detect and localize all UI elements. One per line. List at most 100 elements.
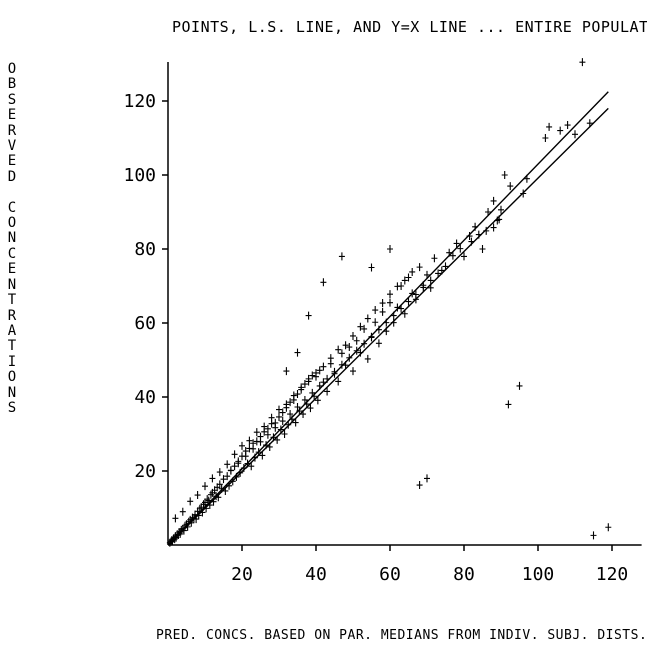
data-point	[483, 226, 490, 235]
data-point	[277, 425, 284, 434]
data-point	[224, 460, 231, 469]
data-point	[383, 318, 390, 327]
data-point	[472, 222, 479, 231]
y-tick-label: 20	[134, 461, 156, 482]
x-tick-label: 80	[453, 564, 475, 585]
data-point	[372, 306, 379, 315]
data-point	[461, 252, 467, 261]
data-point	[342, 341, 349, 350]
data-point	[248, 462, 255, 471]
data-point	[320, 378, 327, 387]
data-point	[379, 307, 386, 316]
data-point	[466, 232, 473, 241]
data-point	[353, 336, 360, 345]
data-point	[424, 270, 430, 279]
data-point	[235, 459, 242, 468]
data-point	[251, 453, 258, 462]
data-point	[177, 529, 184, 538]
data-point	[335, 345, 342, 354]
data-point	[361, 339, 368, 348]
data-point	[387, 245, 393, 253]
least-squares-line	[167, 91, 609, 546]
data-point	[387, 290, 393, 299]
data-point	[237, 468, 244, 477]
data-point	[424, 474, 430, 483]
data-point	[379, 299, 386, 308]
data-point	[416, 263, 423, 272]
data-point	[305, 374, 312, 383]
axes	[167, 62, 642, 546]
data-point	[288, 415, 295, 424]
data-point	[405, 273, 412, 282]
data-point	[240, 464, 247, 473]
data-point	[274, 435, 281, 444]
data-point	[320, 362, 327, 371]
data-point	[285, 420, 292, 429]
data-point	[313, 372, 319, 381]
data-point	[364, 314, 371, 323]
data-points	[167, 58, 612, 547]
data-point	[338, 349, 345, 358]
data-point	[266, 442, 273, 451]
data-point	[242, 452, 249, 461]
y-tick-label: 80	[134, 239, 156, 260]
data-point	[180, 526, 187, 535]
data-point	[193, 515, 200, 524]
data-point	[246, 436, 253, 445]
data-point	[287, 398, 294, 407]
data-point	[490, 196, 497, 205]
data-point	[261, 422, 268, 431]
chart-title: POINTS, L.S. LINE, AND Y=X LINE ... ENTI…	[172, 18, 647, 36]
x-axis-label: PRED. CONCS. BASED ON PAR. MEDIANS FROM …	[156, 628, 647, 643]
data-point	[283, 367, 290, 376]
data-point	[287, 410, 294, 419]
x-tick-label: 100	[522, 564, 555, 585]
data-point	[564, 121, 571, 130]
data-point	[290, 391, 297, 400]
data-point	[257, 437, 264, 446]
data-point	[350, 367, 356, 376]
data-point	[346, 353, 353, 362]
tick-labels: 20 40 60 80 100 120 20 40 60 80 100 120	[123, 91, 628, 585]
data-point	[276, 405, 282, 414]
data-point	[579, 58, 586, 67]
data-point	[227, 466, 234, 475]
data-point	[398, 304, 405, 313]
data-point	[327, 354, 334, 363]
x-tick-label: 60	[379, 564, 401, 585]
data-point	[283, 400, 290, 409]
y-axis-label: O B S E R V E D C O N C E N T R A T I O …	[7, 61, 17, 416]
data-point	[259, 451, 266, 460]
data-point	[316, 381, 323, 390]
data-point	[199, 508, 206, 517]
data-point	[210, 497, 217, 506]
data-point	[494, 216, 501, 225]
data-point	[412, 290, 419, 299]
data-point	[520, 189, 527, 198]
data-point	[324, 374, 331, 383]
data-point	[498, 205, 504, 214]
y-tick-label: 40	[134, 387, 156, 408]
x-tick-label: 20	[231, 564, 253, 585]
data-point	[270, 433, 277, 442]
data-point	[292, 418, 299, 427]
data-point	[446, 248, 453, 257]
data-point	[468, 237, 475, 246]
data-point	[427, 276, 434, 285]
data-point	[416, 481, 423, 490]
data-point	[309, 371, 316, 380]
data-point	[490, 223, 497, 232]
data-point	[542, 134, 549, 142]
data-point	[409, 267, 416, 276]
data-point	[507, 182, 514, 191]
data-point	[431, 254, 438, 263]
data-point	[307, 404, 314, 413]
data-point	[294, 348, 301, 357]
data-point	[298, 383, 305, 392]
data-point	[268, 413, 275, 422]
data-point	[218, 484, 225, 493]
data-point	[222, 486, 229, 495]
data-point	[172, 514, 179, 523]
data-point	[294, 390, 301, 399]
data-point	[387, 298, 393, 307]
